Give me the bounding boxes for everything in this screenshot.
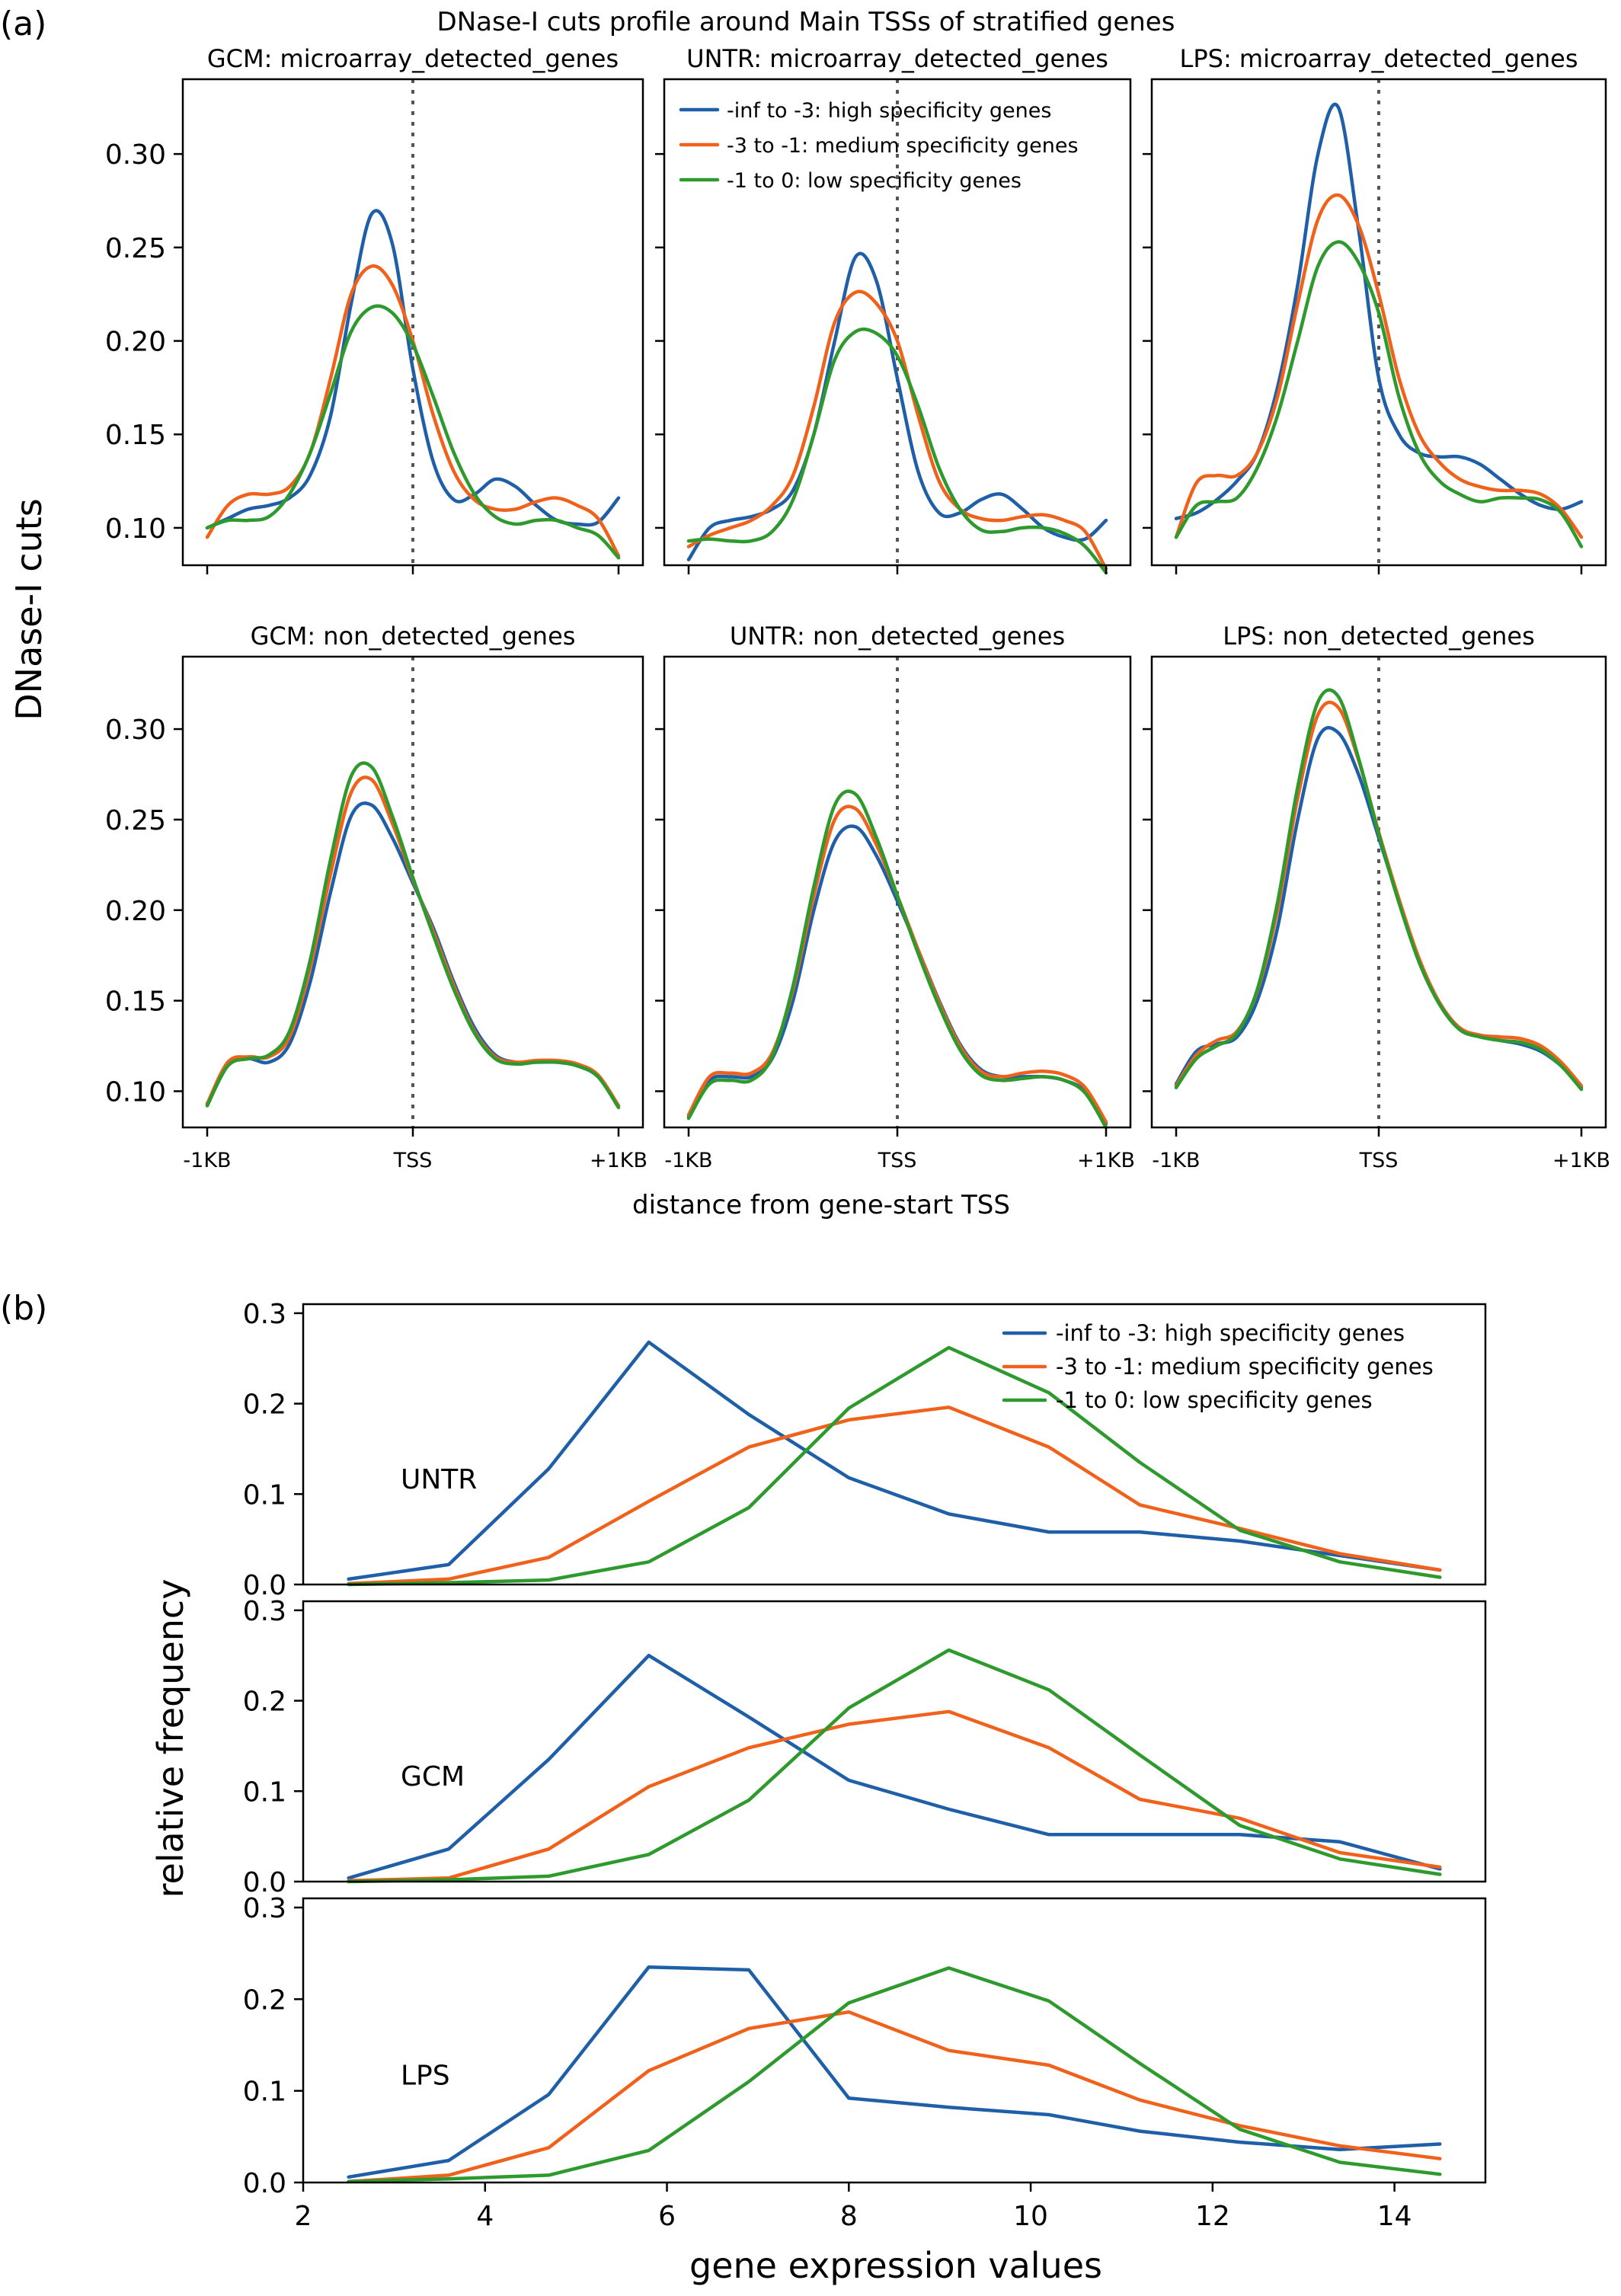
subplot-1: GCM: microarray_detected_genes 0.10 0.15 0.… — [105, 44, 644, 574]
panel-b-label: (b) — [0, 1289, 47, 1328]
y-tick-label: 0.1 — [243, 1479, 286, 1511]
y-tick-label: 0.3 — [243, 1893, 286, 1924]
y-tick-label: 0.2 — [243, 1389, 286, 1421]
subplot-frame — [302, 1303, 1487, 1586]
y-tick-label: 0.10 — [105, 513, 166, 545]
subplot-title: UNTR: non_detected_genes — [730, 622, 1065, 651]
y-tick-label: 0.20 — [105, 327, 166, 358]
x-tick-label: -1KB — [183, 1149, 231, 1172]
legend-label-high: -inf to -3: high specificity genes — [727, 99, 1051, 123]
legend-label-medium: -3 to -1: medium specificity genes — [727, 134, 1079, 158]
y-tick-label: 0.25 — [105, 805, 166, 836]
panel-b-y-axis-label: relative frequency — [150, 1579, 191, 1898]
series-line-low — [205, 304, 621, 560]
y-tick-label: 0.2 — [243, 1687, 286, 1718]
x-tick-label: 6 — [658, 2201, 676, 2232]
frequency-line-medium — [347, 1405, 1442, 1586]
series-line-low — [1174, 688, 1584, 1092]
subplot-5: UNTR: non_detected_genes -1KB TSS +1KB — [655, 622, 1135, 1172]
subplot-6: LPS: non_detected_genes -1KB TSS +1KB — [1143, 622, 1610, 1172]
y-tick-label: 0.3 — [243, 1596, 286, 1627]
x-tick-label: TSS — [1359, 1149, 1399, 1172]
x-tick-label: +1KB — [1077, 1149, 1135, 1172]
x-tick-label: -1KB — [1152, 1149, 1200, 1172]
y-tick-label: 0.30 — [105, 715, 166, 746]
subplot-title: LPS: non_detected_genes — [1223, 622, 1535, 651]
y-tick-label: 0.0 — [243, 1867, 286, 1898]
frequency-line-low — [347, 1648, 1442, 1884]
panel-a-title: DNase-I cuts profile around Main TSSs of… — [437, 7, 1175, 37]
x-tick-label: 10 — [1013, 2201, 1048, 2232]
legend-label-low: -1 to 0: low specificity genes — [1056, 1387, 1373, 1413]
frequency-line-low — [347, 1345, 1442, 1587]
y-tick-label: 0.1 — [243, 2077, 286, 2108]
x-tick-label: 4 — [476, 2201, 494, 2232]
frequency-line-high — [347, 1965, 1442, 2179]
frequency-line-high — [347, 1340, 1442, 1581]
subplot-title: GCM: microarray_detected_genes — [207, 44, 619, 73]
legend-label-low: -1 to 0: low specificity genes — [727, 169, 1022, 193]
series-line-medium — [686, 289, 1108, 571]
panel-a-x-axis-label: distance from gene-start TSS — [632, 1190, 1010, 1220]
y-tick-label: 0.25 — [105, 233, 166, 264]
legend-label-medium: -3 to -1: medium specificity genes — [1056, 1354, 1434, 1380]
y-tick-label: 0.30 — [105, 139, 166, 171]
subplot-3: LPS: microarray_detected_genes — [1143, 44, 1607, 574]
series-line-low — [686, 789, 1108, 1130]
x-tick-label: 8 — [840, 2201, 858, 2232]
histogram-subplot-untr: UNTR 0.0 0.1 0.2 0.3 -inf to -3: high specifi… — [243, 1299, 1487, 1601]
panel-a-label: (a) — [0, 5, 46, 43]
x-tick-label: +1KB — [1552, 1149, 1610, 1172]
subplot-title: GCM: non_detected_genes — [251, 622, 576, 651]
plots-layer: GCM: microarray_detected_genes 0.10 0.15 0.… — [105, 44, 1610, 2232]
subplot-title: UNTR: microarray_detected_genes — [686, 44, 1108, 73]
y-tick-label: 0.3 — [243, 1299, 286, 1330]
series-line-medium — [205, 264, 621, 558]
subplot-frame — [302, 1600, 1487, 1883]
series-line-medium — [1174, 193, 1584, 539]
y-tick-label: 0.20 — [105, 896, 166, 927]
x-tick-label: TSS — [878, 1149, 917, 1172]
y-tick-label: 0.15 — [105, 420, 166, 451]
frequency-line-medium — [347, 2010, 1442, 2184]
series-line-low — [686, 327, 1108, 575]
subplot-4: GCM: non_detected_genes -1KB TSS +1KB 0.10 0.… — [105, 622, 647, 1172]
x-tick-label: +1KB — [590, 1149, 647, 1172]
y-tick-label: 0.10 — [105, 1076, 166, 1108]
subplot-2: UNTR: microarray_detected_genes -inf to -… — [655, 44, 1132, 575]
frequency-line-medium — [347, 1709, 1442, 1883]
series-line-low — [1174, 240, 1584, 548]
y-tick-label: 0.2 — [243, 1984, 286, 2016]
condition-label: GCM — [401, 1761, 465, 1792]
series-line-high — [205, 209, 621, 530]
condition-label: UNTR — [401, 1464, 477, 1495]
legend-label-high: -inf to -3: high specificity genes — [1056, 1320, 1405, 1346]
histogram-subplot-lps: LPS 0.0 0.1 0.2 0.3 2 4 6 8 10 12 14 — [243, 1893, 1487, 2232]
x-tick-label: 2 — [295, 2201, 312, 2232]
y-tick-label: 0.0 — [243, 1570, 286, 1601]
y-tick-label: 0.0 — [243, 2168, 286, 2199]
x-tick-label: -1KB — [664, 1149, 712, 1172]
x-tick-label: 12 — [1195, 2201, 1230, 2232]
y-tick-label: 0.15 — [105, 987, 166, 1018]
subplot-title: LPS: microarray_detected_genes — [1180, 44, 1578, 73]
y-tick-label: 0.1 — [243, 1776, 286, 1808]
frequency-line-low — [347, 1966, 1442, 2184]
series-line-low — [205, 761, 621, 1110]
subplot-frame — [302, 1897, 1487, 2184]
x-tick-label: 14 — [1377, 2201, 1412, 2232]
x-tick-label: TSS — [393, 1149, 433, 1172]
panel-b-x-axis-label: gene expression values — [689, 2245, 1102, 2286]
condition-label: LPS — [401, 2061, 450, 2092]
frequency-line-high — [347, 1653, 1442, 1880]
histogram-subplot-gcm: GCM 0.0 0.1 0.2 0.3 — [243, 1596, 1487, 1898]
panel-a-y-axis-label: DNase-I cuts — [8, 498, 50, 721]
